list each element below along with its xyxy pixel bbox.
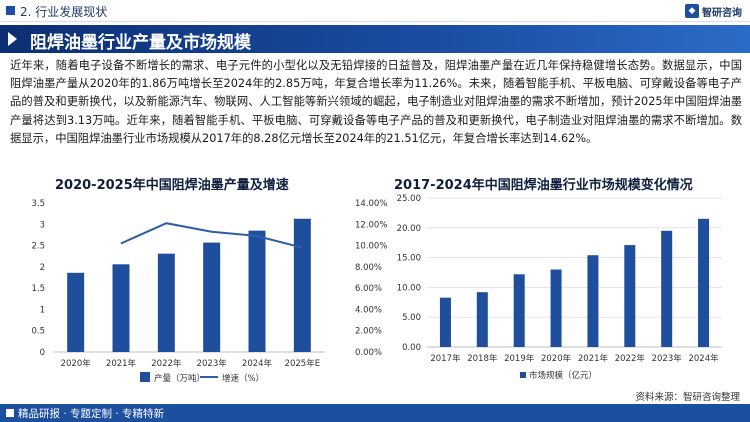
chart2-bar — [661, 230, 673, 347]
chart2-bar — [587, 255, 599, 347]
top-bar: 2. 行业发展现状 ◆ 智研咨询 — [0, 0, 750, 22]
chart1-y-right-tick: 12.00% — [355, 220, 387, 230]
chart1-bar — [248, 230, 266, 352]
chart2-legend-swatch — [520, 372, 526, 378]
chart1-y-right-tick: 4.00% — [355, 305, 382, 315]
chart2-y-tick: 25.00 — [397, 194, 421, 204]
chart2-bar — [439, 297, 451, 347]
footer-marker-icon — [6, 409, 14, 417]
chart2-y-tick: 15.00 — [397, 254, 421, 264]
chart1-bar — [293, 218, 311, 352]
chart1-bar — [67, 272, 85, 352]
footer-text: 精品研报 · 专题定制 · 专精特新 — [18, 408, 165, 420]
chart2-x-tick: 2019年 — [504, 353, 535, 364]
chart2-x-tick: 2024年 — [688, 353, 719, 364]
chart1-y-right-tick: 0.00% — [355, 348, 382, 358]
chart1-y-left-tick: 1 — [40, 305, 45, 315]
brand-logo-icon: ◆ — [685, 4, 699, 18]
chart2-x-tick: 2020年 — [541, 353, 572, 364]
description-paragraph: 近年来，随着电子设备不断增长的需求、电子元件的小型化以及无铅焊接的日益普及，阻焊… — [10, 59, 742, 145]
footer-bar: 精品研报 · 专题定制 · 专精特新 — [0, 404, 750, 422]
chart1-y-left-tick: 3.5 — [31, 199, 45, 209]
chart1-bar — [203, 242, 221, 352]
title-banner: 阻焊油墨行业产量及市场规模 — [0, 25, 750, 53]
chart1-x-tick: 2024年 — [242, 358, 273, 369]
section-marker-icon — [6, 6, 15, 15]
chart2-x-tick: 2021年 — [578, 353, 609, 364]
chart1-y-left-tick: 2 — [40, 263, 45, 273]
chart2-y-tick: 20.00 — [397, 224, 421, 234]
chart1-y-left-tick: 2.5 — [31, 242, 45, 252]
chart1-y-left-tick: 0.5 — [31, 327, 45, 337]
chart2-title: 2017-2024年中国阻焊油墨行业市场规模变化情况 — [394, 178, 693, 193]
chart2-bar — [550, 269, 562, 347]
chart2-x-tick: 2017年 — [430, 353, 461, 364]
chart1-y-right-tick: 10.00% — [355, 242, 387, 252]
chart2-y-tick: 0.00 — [402, 343, 421, 353]
chart2-x-tick: 2018年 — [467, 353, 498, 364]
chart1-y-left-tick: 1.5 — [31, 284, 45, 294]
chart2-x-tick: 2023年 — [652, 353, 683, 364]
chart2-bar — [476, 292, 488, 347]
chart1-y-right-tick: 2.00% — [355, 327, 382, 337]
chart2-bar — [624, 245, 636, 347]
chart1-x-tick: 2022年 — [151, 358, 182, 369]
brand: ◆ 智研咨询 — [685, 3, 742, 19]
chart1-bar — [112, 264, 130, 352]
chart1-y-left-tick: 0 — [40, 348, 45, 358]
chart1-y-left-tick: 3 — [40, 220, 45, 230]
chart1-title: 2020-2025年中国阻焊油墨产量及增速 — [55, 178, 289, 193]
play-arrow-icon — [8, 32, 17, 46]
page-title: 阻焊油墨行业产量及市场规模 — [30, 33, 251, 53]
chart1-legend-bar-label: 产量（万吨） — [154, 373, 205, 384]
chart2-bar — [513, 274, 525, 347]
chart1-legend-line-label: 增速（%） — [222, 373, 264, 384]
chart2-bar — [698, 218, 710, 347]
chart2-y-tick: 5.00 — [402, 313, 421, 323]
source-note: 资料来源：智研咨询整理 — [635, 392, 740, 403]
chart1-y-right-tick: 8.00% — [355, 263, 382, 273]
section-title: 2. 行业发展现状 — [20, 5, 108, 19]
chart1-legend-bar-swatch — [140, 372, 150, 382]
chart1-x-tick: 2020年 — [61, 358, 92, 369]
brand-name: 智研咨询 — [702, 7, 742, 19]
chart1-x-tick: 2025年E — [285, 358, 321, 369]
chart2-x-tick: 2022年 — [615, 353, 646, 364]
chart2-y-tick: 10.00 — [397, 283, 421, 293]
chart1-y-right-tick: 14.00% — [355, 199, 387, 209]
chart1-growth-line — [120, 222, 303, 249]
chart1-bar — [157, 253, 175, 352]
chart1-y-right-tick: 6.00% — [355, 284, 382, 294]
chart1-x-tick: 2023年 — [197, 358, 228, 369]
chart1-x-tick: 2021年 — [106, 358, 137, 369]
chart2-legend-label: 市场规模（亿元） — [529, 370, 597, 381]
